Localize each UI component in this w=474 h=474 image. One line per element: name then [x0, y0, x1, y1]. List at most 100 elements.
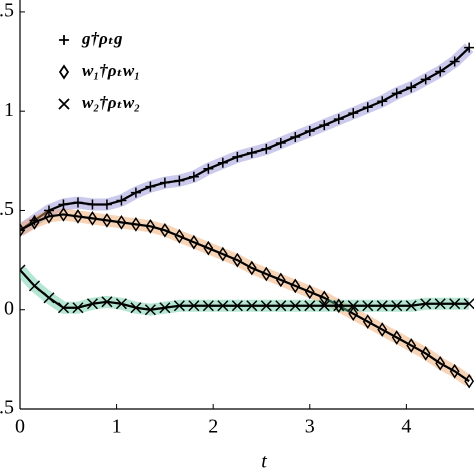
y-tick-label: 1 [4, 99, 14, 121]
marker [464, 373, 474, 389]
marker [203, 240, 214, 256]
x-axis-label: t [261, 451, 267, 473]
marker [348, 108, 359, 119]
marker [348, 306, 359, 322]
marker [261, 266, 272, 282]
marker [319, 290, 330, 306]
marker [144, 304, 156, 316]
legend-marker [58, 64, 70, 80]
marker [173, 300, 185, 312]
marker [87, 199, 98, 210]
marker [116, 195, 127, 206]
plot-area [20, 42, 474, 389]
marker [362, 102, 373, 113]
legend-marker [58, 98, 70, 110]
marker [333, 114, 344, 125]
marker [391, 300, 403, 312]
marker [333, 300, 345, 312]
marker [131, 217, 141, 232]
marker [246, 147, 257, 158]
marker [318, 300, 330, 312]
marker [304, 284, 315, 300]
marker [188, 300, 200, 312]
marker [435, 66, 446, 77]
marker [232, 151, 243, 162]
marker [86, 298, 98, 310]
marker [377, 96, 388, 107]
marker [202, 300, 214, 312]
marker [101, 296, 113, 308]
marker [231, 300, 243, 312]
legend-label: g†ρₜg [81, 29, 123, 48]
marker [260, 300, 272, 312]
marker [304, 126, 315, 137]
marker [203, 163, 214, 174]
marker [87, 211, 98, 226]
y-tick-label: 1.5 [0, 0, 14, 22]
series-band [20, 265, 470, 316]
marker [246, 260, 257, 276]
marker [376, 300, 388, 312]
marker [188, 171, 199, 182]
marker [391, 88, 402, 99]
marker [347, 300, 359, 312]
x-tick-label: 2 [208, 416, 218, 438]
marker [420, 74, 431, 85]
marker [464, 42, 474, 53]
marker [130, 187, 141, 198]
marker [73, 209, 83, 224]
marker [217, 246, 228, 262]
marker [261, 143, 272, 154]
marker [44, 209, 54, 224]
legend-label: w₂†ρₜw₂ [82, 93, 140, 112]
marker [246, 300, 258, 312]
marker [20, 264, 26, 276]
marker [275, 300, 287, 312]
marker [232, 252, 243, 268]
marker [275, 137, 286, 148]
marker [319, 120, 330, 131]
marker [174, 228, 185, 244]
marker [116, 215, 127, 230]
x-tick-label: 3 [305, 416, 315, 438]
x-tick-label: 4 [401, 416, 411, 438]
marker [57, 302, 69, 314]
marker [130, 302, 142, 314]
marker [449, 298, 461, 310]
marker [275, 272, 286, 288]
marker [145, 218, 156, 234]
marker [377, 322, 388, 337]
series-band [20, 208, 473, 387]
marker [434, 298, 446, 310]
marker [290, 278, 301, 294]
marker [449, 363, 460, 379]
marker [101, 199, 112, 210]
marker [362, 314, 373, 329]
marker [406, 338, 417, 353]
series-line [20, 213, 470, 383]
marker [289, 300, 301, 312]
marker [159, 222, 170, 238]
legend-label: w₁†ρₜw₁ [82, 61, 140, 80]
marker [72, 197, 83, 208]
marker [174, 175, 185, 186]
marker [29, 215, 40, 230]
marker [217, 300, 229, 312]
marker [463, 298, 474, 310]
marker [102, 213, 112, 228]
marker [159, 177, 170, 188]
marker [58, 207, 69, 222]
series-line [20, 269, 470, 311]
marker [405, 300, 417, 312]
marker [20, 222, 25, 238]
x-tick-label: 0 [15, 416, 25, 438]
marker [290, 131, 301, 142]
marker [420, 346, 431, 361]
marker [145, 181, 156, 192]
marker [406, 82, 417, 93]
marker [43, 292, 55, 304]
marker [115, 298, 127, 310]
marker [28, 280, 41, 292]
